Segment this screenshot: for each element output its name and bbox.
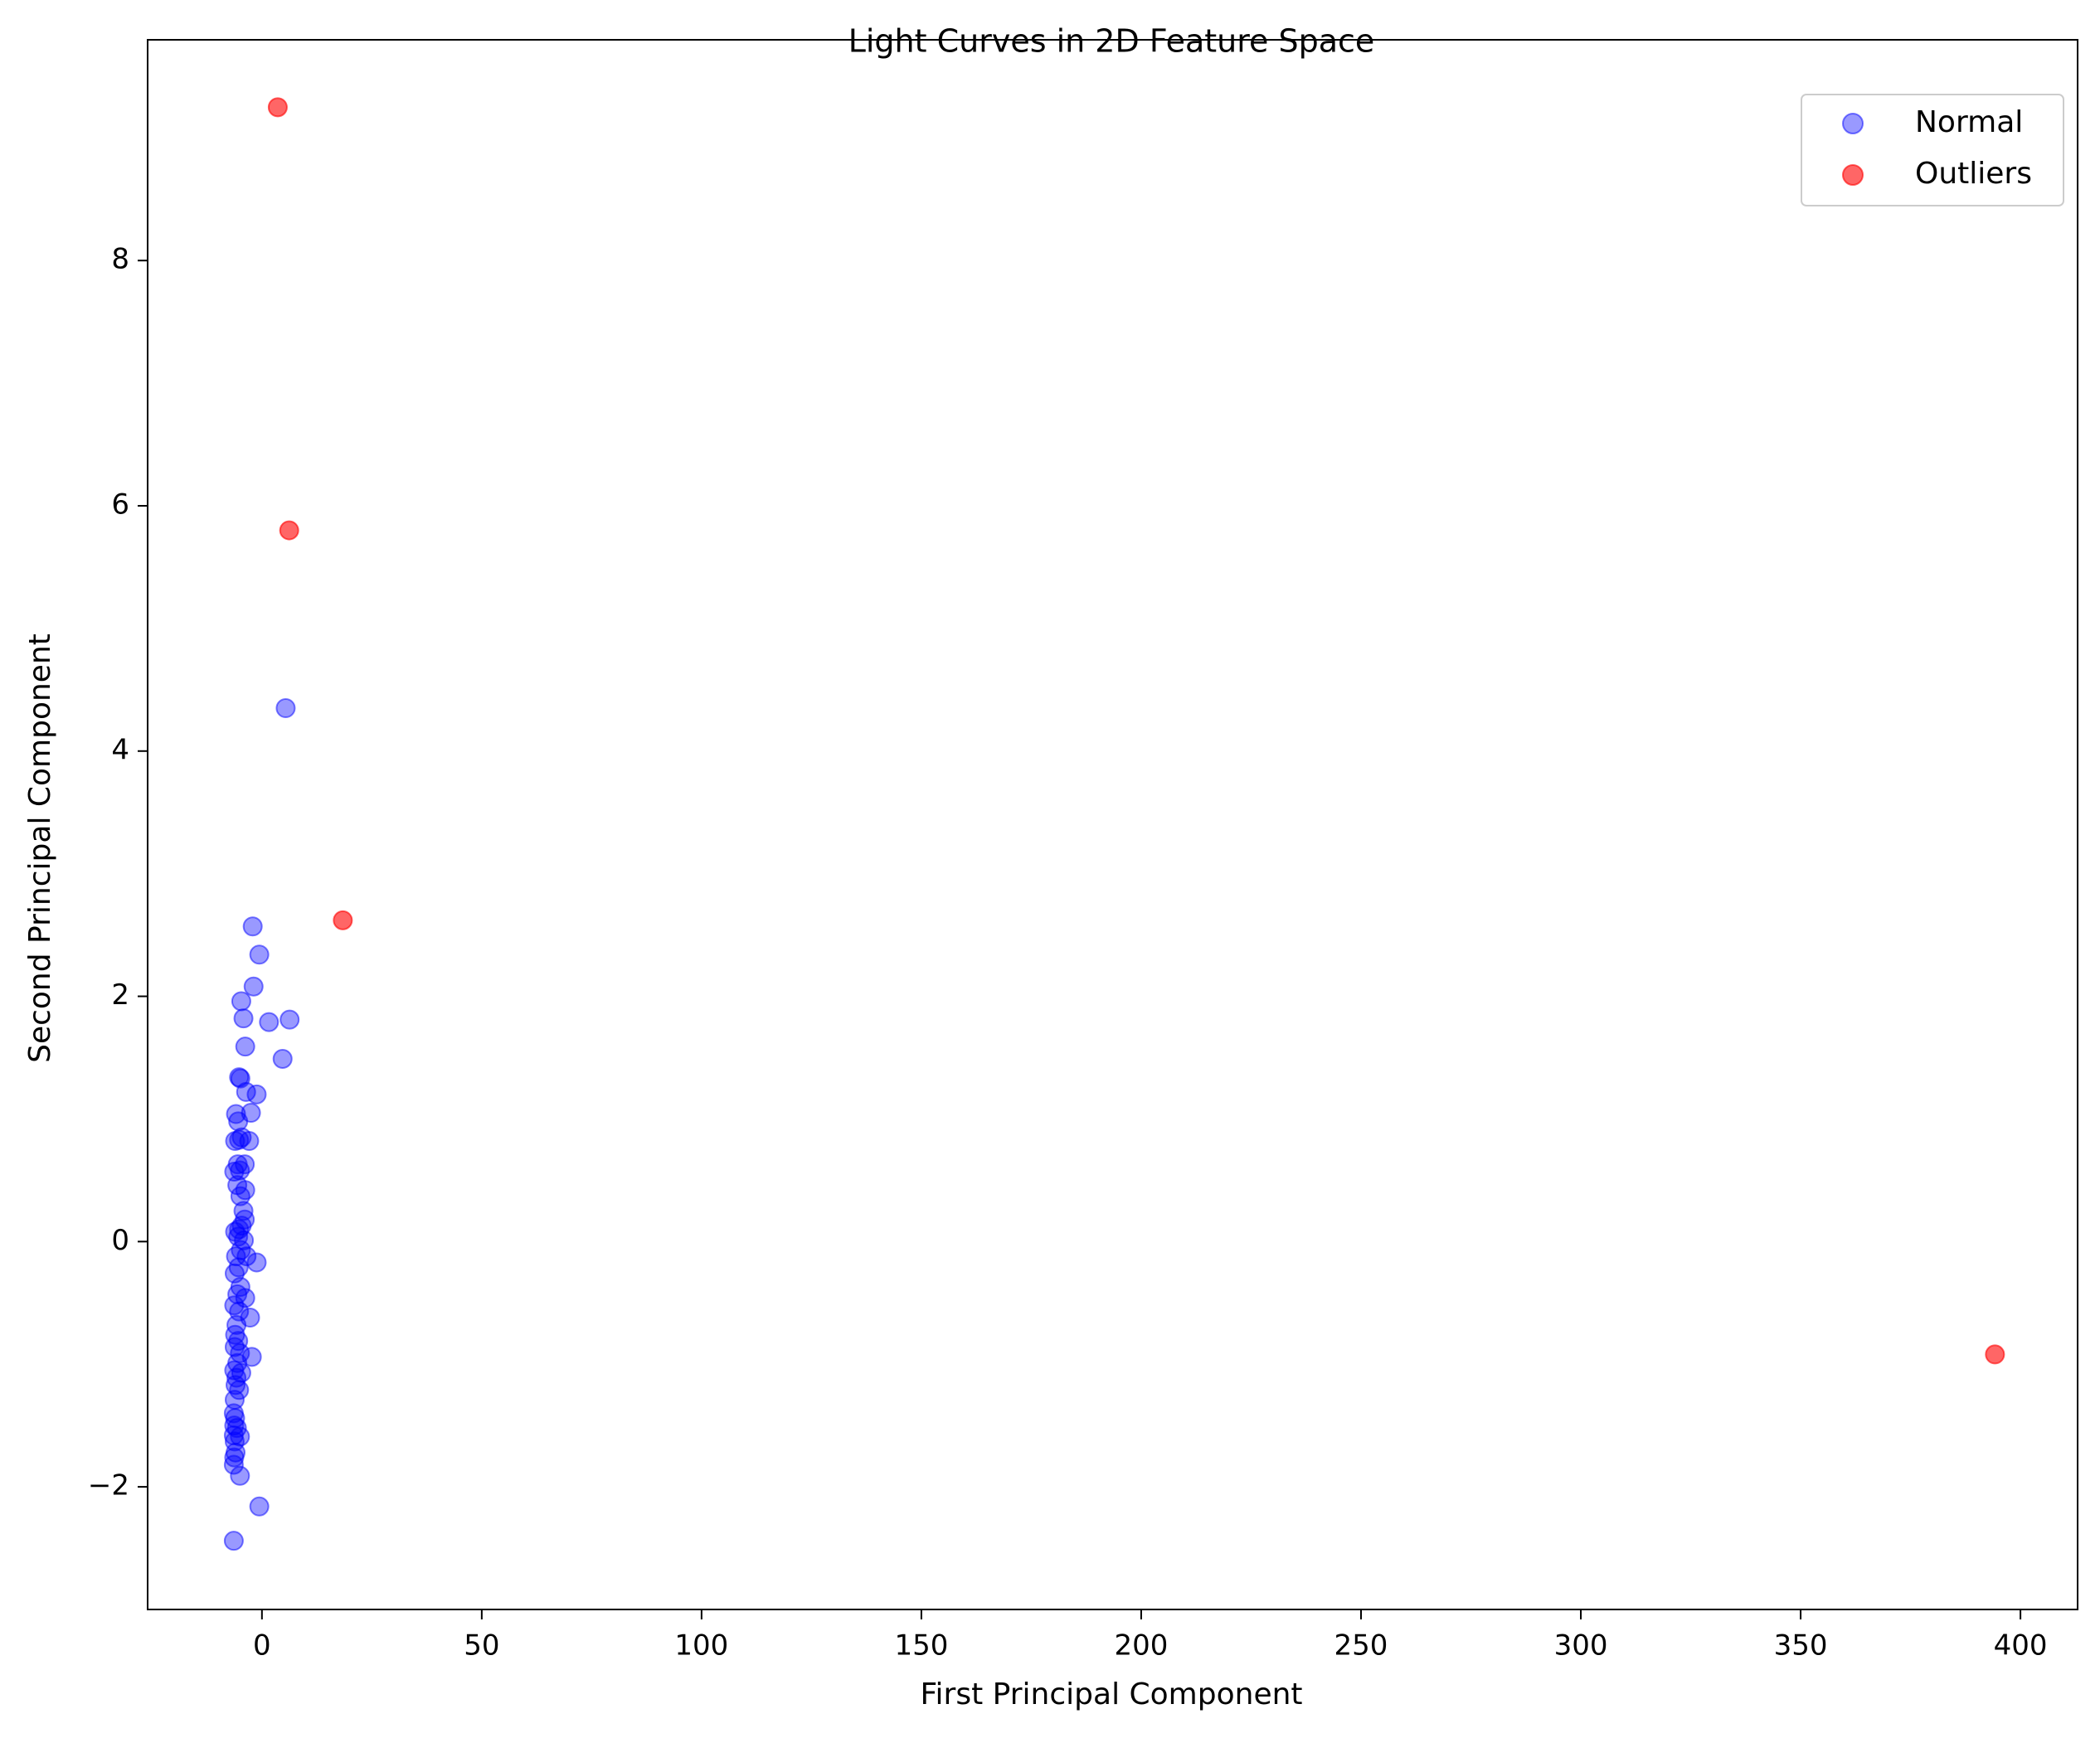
data-point: [246, 1252, 267, 1273]
data-point: [280, 1009, 300, 1030]
data-point: [233, 1008, 254, 1029]
x-tick-label: 200: [1115, 1629, 1169, 1663]
y-tick-label: 8: [111, 243, 129, 276]
y-tick-label: 6: [111, 488, 129, 521]
y-tick-label: 0: [111, 1224, 129, 1257]
axes-frame: [147, 39, 2078, 1610]
data-point: [230, 1465, 250, 1486]
series-normal: [223, 698, 300, 1551]
data-point: [229, 1380, 250, 1401]
data-point: [226, 1367, 247, 1388]
x-tick-label: 150: [894, 1629, 948, 1663]
legend-marker-outliers: [1842, 164, 1864, 186]
plot-area: 0 50 100 150 200 250 300 350 400 −2 0 2 4 6 8: [88, 39, 2078, 1663]
x-tick-label: 300: [1554, 1629, 1608, 1663]
x-tick-label: 100: [674, 1629, 728, 1663]
legend-marker-normal: [1842, 113, 1864, 134]
legend: Normal Outliers: [1801, 94, 2064, 206]
y-tick-label: 2: [111, 978, 129, 1012]
data-point: [225, 1408, 245, 1429]
data-point: [275, 698, 296, 719]
data-point: [231, 991, 251, 1012]
legend-label-outliers: Outliers: [1915, 157, 2032, 191]
data-point: [246, 1084, 267, 1104]
data-point: [249, 944, 270, 965]
y-tick-label: 4: [111, 733, 129, 766]
data-point: [243, 976, 264, 997]
data-point: [224, 1447, 245, 1468]
data-point: [223, 1454, 244, 1475]
x-axis-label: First Principal Component: [920, 1677, 1302, 1711]
data-point: [259, 1012, 280, 1032]
data-point: [267, 97, 288, 118]
data-point: [241, 1347, 262, 1367]
data-point: [236, 1246, 257, 1267]
data-point: [230, 1186, 250, 1206]
x-tick-label: 0: [253, 1629, 271, 1663]
data-point: [224, 1337, 245, 1357]
series-outliers: [267, 97, 2005, 1365]
data-point: [223, 1425, 244, 1445]
data-point: [1985, 1344, 2005, 1365]
x-tick-label: 400: [1994, 1629, 2048, 1663]
x-tick-label: 50: [464, 1629, 499, 1663]
chart-title: Light Curves in 2D Feature Space: [848, 23, 1375, 60]
data-point: [235, 1036, 255, 1057]
data-point: [272, 1048, 293, 1069]
data-point: [229, 1129, 250, 1150]
legend-label-normal: Normal: [1915, 105, 2023, 139]
y-axis-label: Second Principal Component: [23, 634, 57, 1063]
data-point: [242, 916, 263, 937]
x-tick-label: 250: [1334, 1629, 1388, 1663]
data-point: [230, 1160, 250, 1181]
y-tick-label: −2: [88, 1469, 129, 1503]
legend-box: [1801, 94, 2064, 206]
data-point: [249, 1496, 270, 1517]
data-point: [333, 910, 353, 930]
data-point: [239, 1131, 260, 1152]
data-point: [226, 1104, 246, 1124]
data-point: [228, 1111, 249, 1132]
data-point: [223, 1531, 244, 1551]
x-tick-label: 350: [1774, 1629, 1828, 1663]
data-point: [279, 520, 299, 541]
